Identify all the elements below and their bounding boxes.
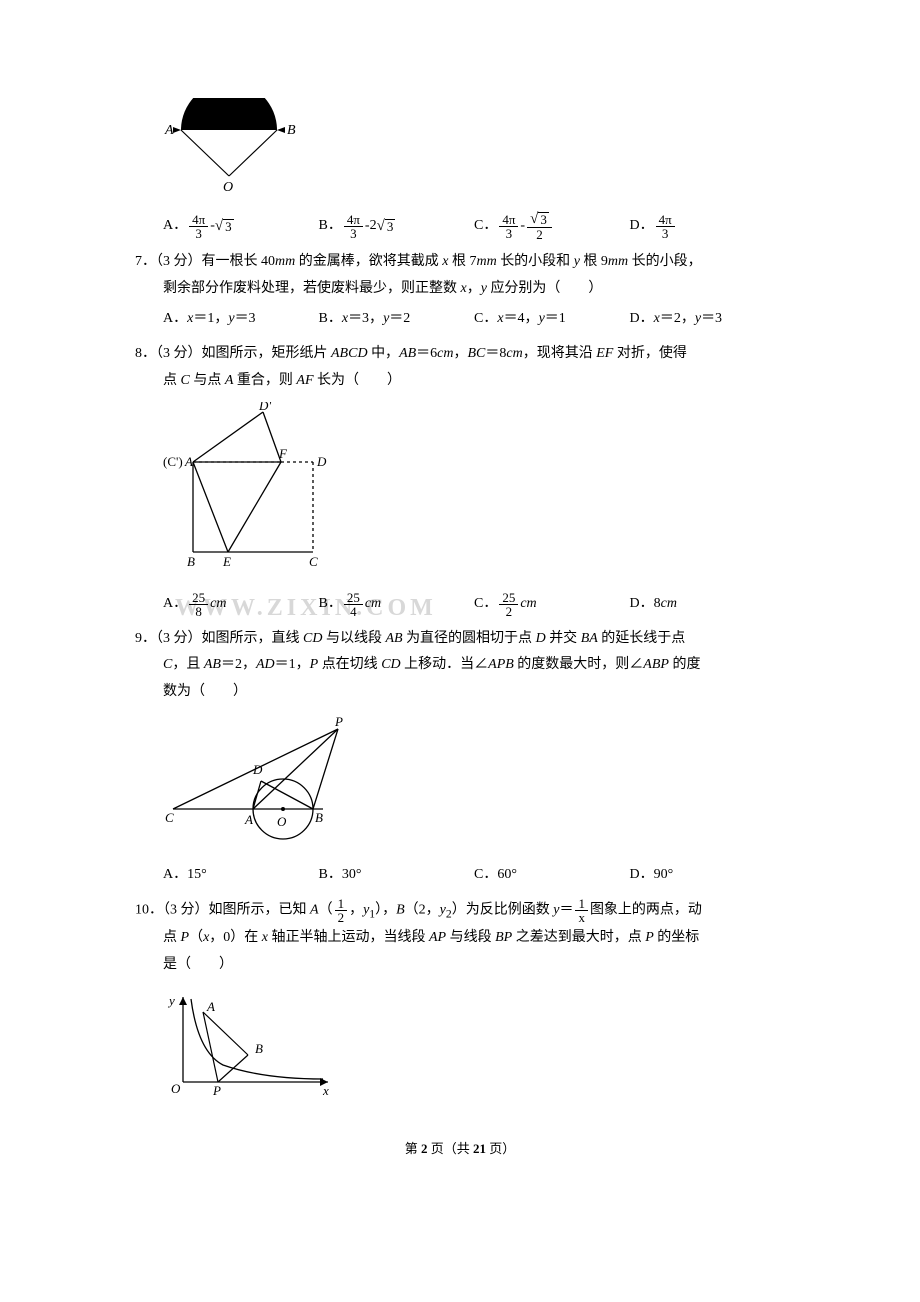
svg-text:A: A	[244, 812, 253, 827]
fig6-O: O	[223, 180, 233, 193]
svg-text:y: y	[167, 993, 175, 1008]
svg-text:x: x	[322, 1083, 329, 1097]
q8: 8．（3 分）如图所示，矩形纸片 ABCD 中，AB＝6cm，BC＝8cm，现将…	[135, 341, 785, 618]
q8-opt-B[interactable]: B．254cm	[319, 591, 475, 618]
svg-text:P: P	[212, 1083, 221, 1097]
q10-figure: y A B O P x	[135, 987, 785, 1108]
q9-opt-A[interactable]: A．15°	[163, 862, 319, 889]
f8-C: C	[309, 554, 318, 569]
svg-text:A: A	[206, 999, 215, 1014]
f8-F: F	[278, 446, 288, 461]
q7-opt-D[interactable]: D．x＝2，y＝3	[630, 306, 786, 333]
f8-B: B	[187, 554, 195, 569]
f8-Dp: D'	[258, 402, 271, 413]
f8-D: D	[316, 454, 327, 469]
f8-Cp: (C')	[163, 454, 183, 469]
q7-opt-A[interactable]: A．x＝1，y＝3	[163, 306, 319, 333]
q7-opt-B[interactable]: B．x＝3，y＝2	[319, 306, 475, 333]
q9-opt-D[interactable]: D．90°	[630, 862, 786, 889]
q8-opt-A[interactable]: A．258cm	[163, 591, 319, 618]
q7: 7．（3 分）有一根长 40mm 的金属棒，欲将其截成 x 根 7mm 长的小段…	[135, 249, 785, 333]
q9-opt-B[interactable]: B．30°	[319, 862, 475, 889]
f8-E: E	[222, 554, 231, 569]
q6-opt-B[interactable]: B． 4π3 -2 √3	[319, 212, 475, 242]
q6-figure: A B O	[135, 98, 785, 204]
q9-figure: P D C A O B	[135, 714, 785, 855]
q9-opt-C[interactable]: C．60°	[474, 862, 630, 889]
q10: 10．（3 分）如图所示，已知 A（12，y1），B（2，y2）为反比例函数 y…	[135, 897, 785, 1107]
q6-opt-C[interactable]: C． 4π3 - √3 2	[474, 212, 630, 242]
fig6-A: A	[164, 123, 174, 138]
svg-text:O: O	[171, 1081, 181, 1096]
q6-opt-A[interactable]: A． 4π3 - √3	[163, 212, 319, 242]
q7-opt-C[interactable]: C．x＝4，y＝1	[474, 306, 630, 333]
svg-text:D: D	[252, 762, 263, 777]
q8-figure: (C') A D' F D B E C	[135, 402, 785, 583]
f8-A: A	[184, 454, 193, 469]
q6-options: A． 4π3 - √3 B． 4π3 -2 √3 C． 4π3 - √3 2 D…	[135, 212, 785, 242]
q9: 9．（3 分）如图所示，直线 CD 与以线段 AB 为直径的圆相切于点 D 并交…	[135, 626, 785, 889]
svg-text:B: B	[315, 810, 323, 825]
svg-text:O: O	[277, 814, 287, 829]
fig6-B: B	[287, 123, 296, 138]
svg-text:B: B	[255, 1041, 263, 1056]
svg-text:P: P	[334, 714, 343, 729]
q6-opt-D[interactable]: D． 4π3	[630, 212, 786, 242]
page-footer: 第 2 页（共 21 页）	[135, 1137, 785, 1162]
q8-opt-C[interactable]: C．252cm	[474, 591, 630, 618]
q8-opt-D[interactable]: D．8cm	[630, 591, 786, 618]
svg-text:C: C	[165, 810, 174, 825]
